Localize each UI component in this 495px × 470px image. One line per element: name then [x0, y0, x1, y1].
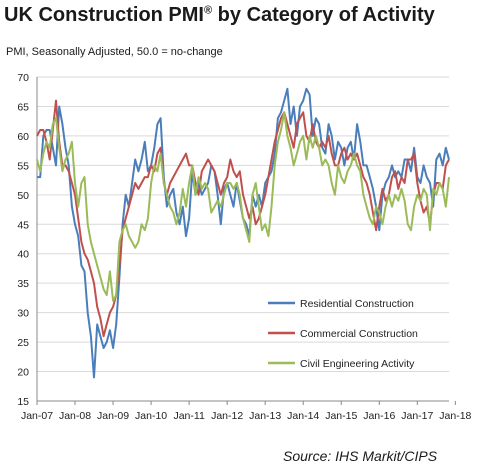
- registered-mark: ®: [204, 4, 213, 17]
- pmi-line-chart: 15 20 25 30 35 40 45 50 55 60 65 70 Jan-07 Jan-08 Jan-…: [17, 72, 471, 422]
- y-tick-label: 20: [17, 367, 29, 379]
- y-tick-label: 40: [17, 249, 29, 261]
- x-tick-label: Jan-10: [135, 410, 167, 422]
- series-line-2: [36, 99, 450, 338]
- x-tick-label: Jan-11: [173, 410, 204, 422]
- x-tick-label: Jan-15: [325, 410, 357, 422]
- x-tick-label: Jan-08: [59, 410, 91, 422]
- x-tick-label: Jan-14: [287, 410, 319, 422]
- source-note: Source: IHS Markit/CIPS: [283, 448, 438, 464]
- x-tick-label: Jan-12: [211, 410, 243, 422]
- y-tick-label: 70: [17, 72, 29, 84]
- x-tick-label: Jan-17: [401, 410, 433, 422]
- y-tick-label: 45: [17, 219, 29, 231]
- y-tick-label: 25: [17, 337, 29, 349]
- series-line-3: [36, 111, 450, 302]
- y-tick-label: 15: [17, 396, 29, 408]
- y-tick-label: 35: [17, 278, 29, 290]
- chart-subtitle: PMI, Seasonally Adjusted, 50.0 = no-chan…: [6, 46, 223, 58]
- y-tick-label: 65: [17, 101, 29, 113]
- y-tick-label: 50: [17, 190, 29, 202]
- x-tick-label: Jan-09: [97, 410, 129, 422]
- legend-label: Commercial Construction: [300, 328, 418, 340]
- legend-label: Civil Engineering Activity: [300, 358, 415, 370]
- y-tick-label: 60: [17, 131, 29, 143]
- x-tick-label: Jan-16: [363, 410, 395, 422]
- y-tick-label: 55: [17, 160, 29, 172]
- x-tick-label: Jan-18: [439, 410, 471, 422]
- x-tick-label: Jan-07: [21, 410, 53, 422]
- chart-title: UK Construction PMI® by Category of Acti…: [4, 4, 435, 26]
- x-tick-label: Jan-13: [249, 410, 281, 422]
- legend-label: Residential Construction: [300, 298, 414, 310]
- y-tick-label: 30: [17, 308, 29, 320]
